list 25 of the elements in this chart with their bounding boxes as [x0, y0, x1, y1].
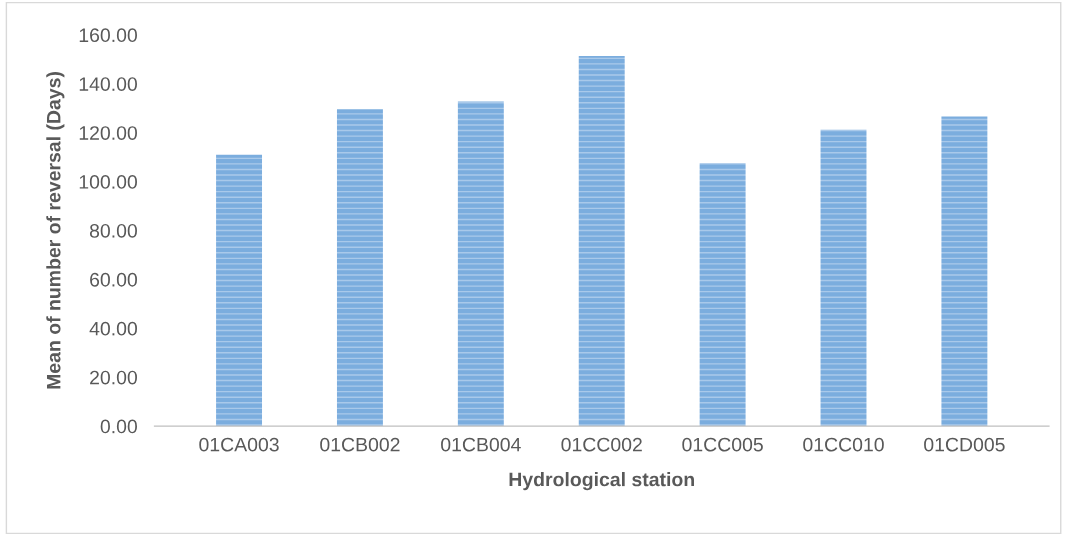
- bar: [699, 163, 746, 427]
- x-tick-label: 01CD005: [924, 437, 1005, 452]
- y-tick-label: 80.00: [89, 223, 137, 238]
- y-axis-title: Mean of number of reversal (Days): [46, 72, 65, 389]
- x-axis-title: Hydrological station: [509, 472, 694, 491]
- bar: [820, 129, 867, 427]
- bar: [457, 101, 504, 427]
- x-tick-label: 01CB002: [320, 437, 400, 452]
- y-tick-label: 100.00: [79, 175, 137, 189]
- bar: [336, 109, 383, 427]
- y-tick-label: 40.00: [89, 321, 137, 336]
- y-tick-label: 20.00: [90, 370, 137, 385]
- x-tick-label: 01CC005: [682, 437, 763, 452]
- x-tick-label: 01CC002: [561, 437, 642, 452]
- x-tick-label: 01CC010: [803, 437, 884, 452]
- y-tick-label: 0.00: [100, 419, 137, 434]
- x-tick-label: 01CA003: [199, 437, 279, 452]
- bar: [578, 56, 625, 427]
- bar: [941, 116, 988, 427]
- y-tick-label: 120.00: [79, 126, 137, 140]
- x-tick-label: 01CB004: [441, 437, 521, 452]
- bar: [216, 154, 263, 427]
- y-tick-label: 60.00: [90, 272, 137, 287]
- y-tick-label: 160.00: [79, 28, 137, 43]
- y-tick-label: 140.00: [79, 77, 137, 91]
